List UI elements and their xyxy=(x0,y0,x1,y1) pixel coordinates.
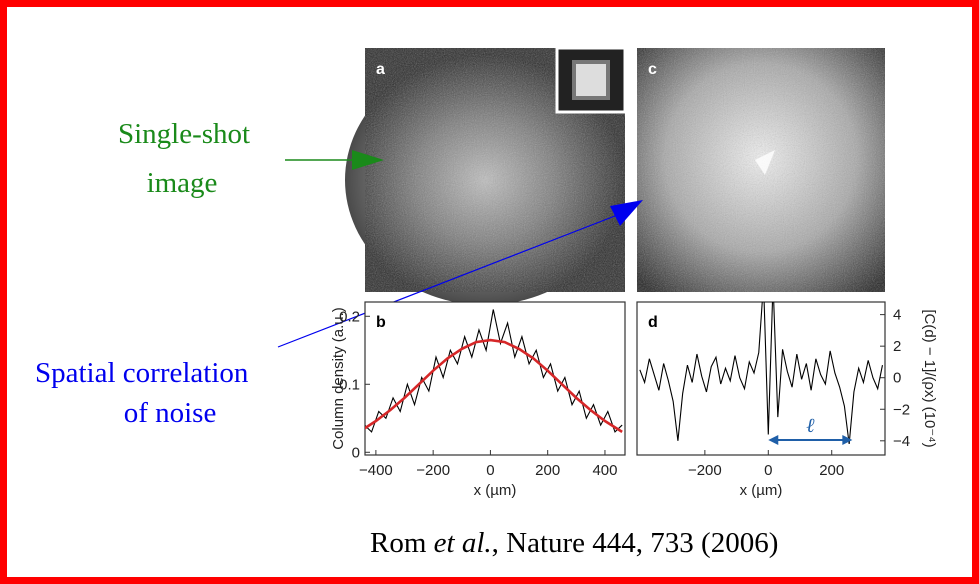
arrowhead xyxy=(842,435,853,445)
center-feature xyxy=(755,150,775,175)
x-tick-label: 200 xyxy=(535,462,560,479)
series-group xyxy=(639,302,884,445)
inset-square xyxy=(572,60,610,100)
y-axis-label: Column density (a.u.) xyxy=(330,307,347,450)
annotation: image xyxy=(147,167,218,199)
arrow xyxy=(277,213,621,348)
arrowhead xyxy=(352,150,384,170)
trace xyxy=(639,302,884,445)
y-tick-label: 0 xyxy=(352,444,360,461)
y-tick-label: 0.2 xyxy=(339,308,360,325)
panel-label: b xyxy=(376,314,386,331)
x-tick-label: −400 xyxy=(359,462,393,479)
citation-rest: , Nature 444, 733 (2006) xyxy=(491,527,779,559)
x-axis-label: x (µm) xyxy=(740,482,783,499)
citation-author: Rom xyxy=(370,527,427,559)
noise xyxy=(637,48,885,292)
x-axis-label: x (µm) xyxy=(474,482,517,499)
annotation: Single-shot xyxy=(118,118,250,150)
y-tick-label: −4 xyxy=(893,433,910,450)
annotation: Spatial correlation xyxy=(35,357,249,389)
annotation: of noise xyxy=(124,397,217,429)
panel-label: a xyxy=(376,61,385,78)
y-tick-label: 0 xyxy=(893,370,901,387)
panel-label: c xyxy=(648,61,657,78)
arrowhead xyxy=(610,200,643,226)
x-tick-label: 200 xyxy=(819,462,844,479)
y-tick-label: −2 xyxy=(893,401,910,418)
x-tick-label: 0 xyxy=(764,462,772,479)
citation: Rom et al., Nature 444, 733 (2006) xyxy=(370,527,778,560)
x-tick-label: 0 xyxy=(486,462,494,479)
trace xyxy=(365,338,623,433)
panel-label: d xyxy=(648,314,658,331)
trace xyxy=(365,309,623,433)
series-group xyxy=(365,309,623,433)
x-tick-label: −200 xyxy=(688,462,722,479)
x-tick-label: −200 xyxy=(416,462,450,479)
x-tick-label: 400 xyxy=(592,462,617,479)
plot-frame xyxy=(364,301,626,456)
citation-etal: et al. xyxy=(433,527,492,559)
arrowhead xyxy=(768,435,779,445)
y-tick-label: 0.1 xyxy=(339,376,360,393)
ell-label: ℓ xyxy=(806,415,815,437)
y-tick-label: 4 xyxy=(893,307,901,324)
y-tick-label: 2 xyxy=(893,338,901,355)
y-axis-label: [C(d) − 1]/(ρx) (10⁻⁴) xyxy=(921,309,938,447)
